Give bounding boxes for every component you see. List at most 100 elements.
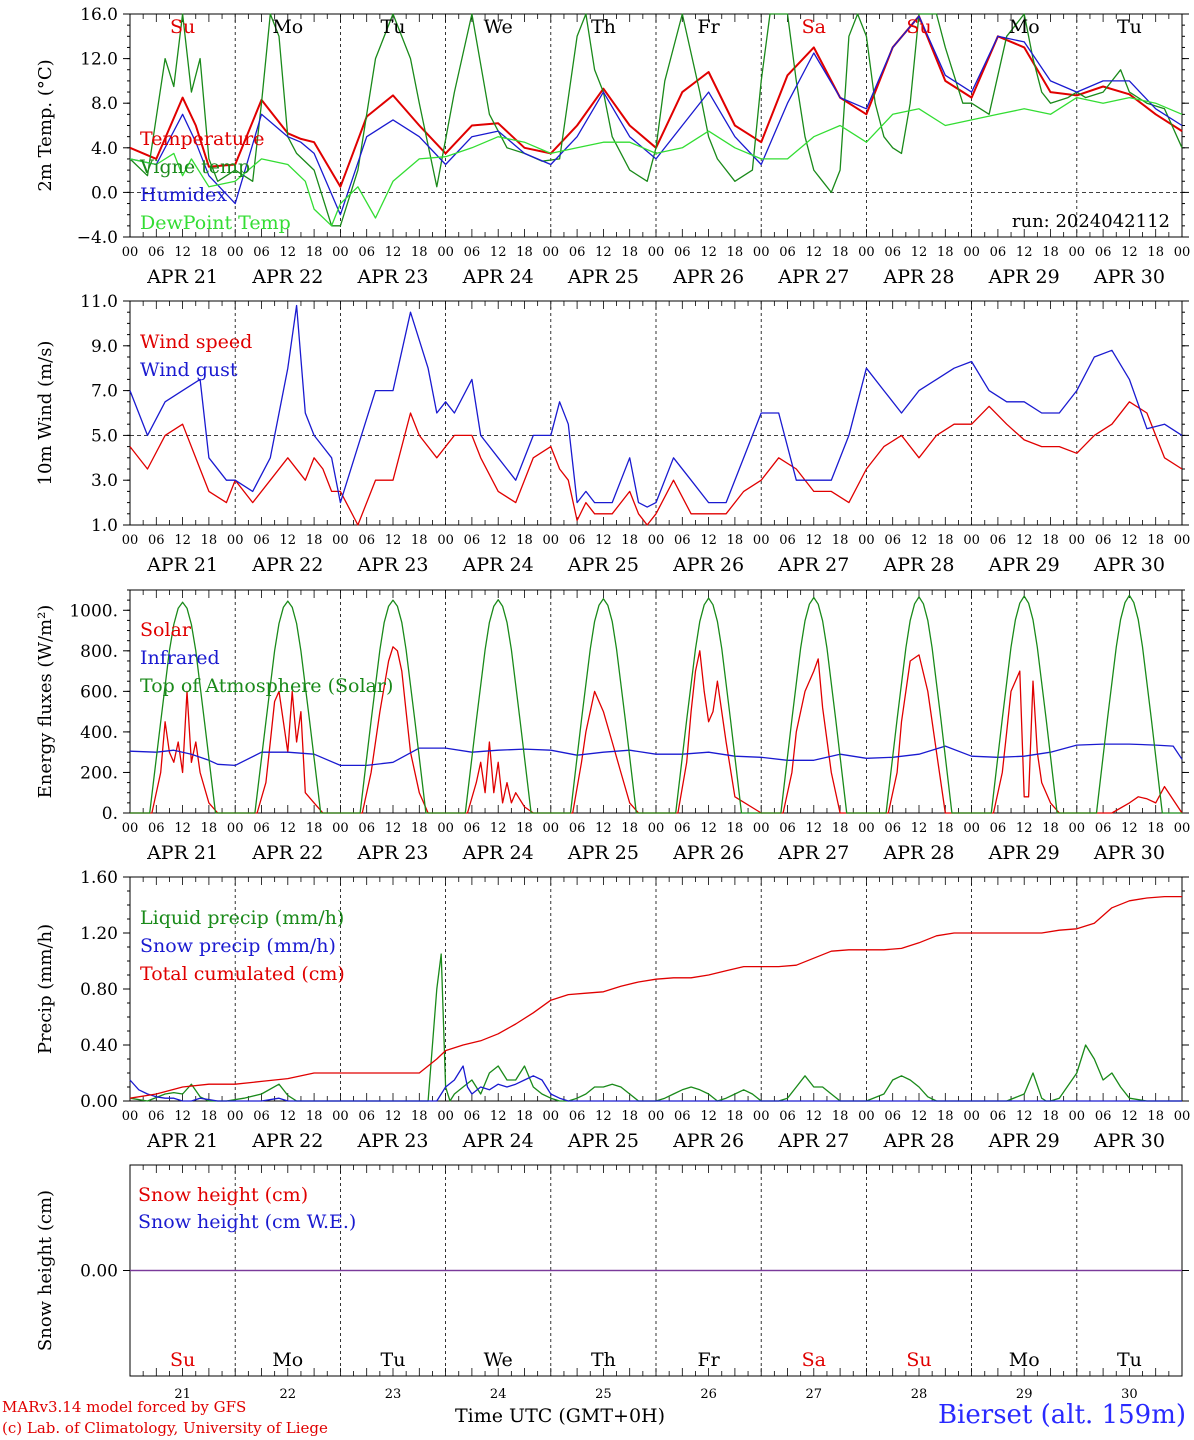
x-hour-label: 00 <box>753 533 770 548</box>
weekday-label: We <box>484 16 513 38</box>
x-hour-label: 12 <box>911 533 928 548</box>
weekday-label-bottom: Su <box>170 1349 195 1371</box>
x-hour-label: 18 <box>937 245 954 260</box>
y-tick-label: 600. <box>80 682 118 702</box>
x-hour-label: 00 <box>858 533 875 548</box>
x-hour-label: 18 <box>306 533 323 548</box>
x-date-label: APR 23 <box>356 554 428 576</box>
x-date-label: APR 27 <box>777 1130 849 1152</box>
x-hour-label: 00 <box>437 245 454 260</box>
x-hour-label: 06 <box>148 1109 165 1124</box>
x-hour-label: 00 <box>437 533 454 548</box>
x-hour-label: 00 <box>1069 533 1086 548</box>
x-hour-label: 12 <box>911 821 928 836</box>
y-axis-label: Snow height (cm) <box>35 1190 56 1351</box>
series-line <box>129 96 1183 227</box>
x-hour-label: 18 <box>937 1109 954 1124</box>
x-hour-label: 12 <box>806 1109 823 1124</box>
y-tick-label: 0.0 <box>91 183 118 203</box>
y-axis-label: 10m Wind (m/s) <box>35 341 56 486</box>
x-hour-label: 12 <box>280 1109 297 1124</box>
weekday-label-bottom: Sa <box>802 1349 826 1371</box>
x-hour-label: 00 <box>227 821 244 836</box>
x-hour-label: 18 <box>306 821 323 836</box>
x-hour-label: 06 <box>779 821 796 836</box>
panel-3: 1000. 800. 600. 400. 200. 0. Energy fluxes (W/… <box>35 589 1190 864</box>
legend-entry: Vigne temp <box>139 156 250 178</box>
x-hour-label: 12 <box>385 1109 402 1124</box>
x-hour-label: 00 <box>122 1109 139 1124</box>
x-hour-label: 18 <box>411 533 428 548</box>
x-hour-label: 06 <box>569 245 586 260</box>
x-date-label: APR 25 <box>567 266 639 288</box>
weekday-label-bottom: Tu <box>1117 1349 1142 1371</box>
y-tick-label: 7.0 <box>91 382 118 402</box>
weekday-label: Fr <box>697 16 720 38</box>
x-hour-label: 06 <box>990 245 1007 260</box>
y-tick-label: 12.0 <box>80 50 118 70</box>
x-hour-label: 18 <box>832 245 849 260</box>
x-hour-label: 06 <box>148 821 165 836</box>
x-hour-label: 06 <box>779 533 796 548</box>
x-date-label: APR 25 <box>567 554 639 576</box>
x-hour-label: 00 <box>1174 1109 1191 1124</box>
x-date-label: APR 24 <box>462 1130 534 1152</box>
x-hour-label: 06 <box>1095 533 1112 548</box>
weekday-label: Th <box>591 16 616 38</box>
x-hour-label: 06 <box>148 245 165 260</box>
y-axis-label: Precip (mm/h) <box>35 924 56 1054</box>
x-hour-label: 18 <box>516 533 533 548</box>
x-date-label: APR 28 <box>882 266 954 288</box>
x-date-label: APR 23 <box>356 266 428 288</box>
x-hour-label: 06 <box>1095 245 1112 260</box>
x-hour-label: 18 <box>201 1109 218 1124</box>
x-date-label: APR 29 <box>988 266 1060 288</box>
x-hour-label: 12 <box>174 1109 191 1124</box>
x-hour-label: 12 <box>1016 821 1033 836</box>
x-hour-label: 06 <box>1095 1109 1112 1124</box>
x-hour-label: 00 <box>332 1109 349 1124</box>
x-date-label: APR 24 <box>462 266 534 288</box>
series-line <box>129 304 1183 508</box>
x-hour-label: 06 <box>884 1109 901 1124</box>
y-tick-label: 0.80 <box>80 980 118 1000</box>
x-date-label: APR 29 <box>988 1130 1060 1152</box>
x-hour-label: 00 <box>963 1109 980 1124</box>
x-hour-label: 12 <box>595 245 612 260</box>
series-line <box>129 1065 1182 1102</box>
day-number-label: 24 <box>490 1387 507 1402</box>
x-date-label: APR 30 <box>1093 266 1165 288</box>
panel-frame <box>129 300 1183 526</box>
legend-entry: DewPoint Temp <box>140 212 291 234</box>
x-hour-label: 18 <box>832 821 849 836</box>
run-label: run: 2024042112 <box>1012 211 1170 232</box>
x-date-label: APR 24 <box>462 842 534 864</box>
x-hour-label: 12 <box>280 821 297 836</box>
x-hour-label: 00 <box>648 821 665 836</box>
x-hour-label: 00 <box>437 1109 454 1124</box>
weekday-label: Tu <box>381 16 406 38</box>
y-tick-label: 0.00 <box>80 1262 118 1282</box>
x-hour-label: 00 <box>227 1109 244 1124</box>
x-hour-label: 18 <box>832 1109 849 1124</box>
x-hour-label: 18 <box>621 1109 638 1124</box>
legend-entry: Snow precip (mm/h) <box>140 935 336 957</box>
weekday-label-bottom: Tu <box>381 1349 406 1371</box>
legend-entry: Infrared <box>140 647 220 669</box>
x-hour-label: 12 <box>700 245 717 260</box>
x-hour-label: 18 <box>306 245 323 260</box>
x-hour-label: 06 <box>884 245 901 260</box>
x-hour-label: 00 <box>753 821 770 836</box>
x-hour-label: 06 <box>990 1109 1007 1124</box>
x-date-label: APR 27 <box>777 842 849 864</box>
y-tick-label: 800. <box>80 642 118 662</box>
x-hour-label: 12 <box>174 533 191 548</box>
x-date-label: APR 25 <box>567 1130 639 1152</box>
x-hour-label: 06 <box>569 1109 586 1124</box>
x-hour-label: 18 <box>621 245 638 260</box>
x-hour-label: 18 <box>1042 245 1059 260</box>
x-hour-label: 00 <box>648 533 665 548</box>
x-hour-label: 12 <box>1016 533 1033 548</box>
x-hour-label: 12 <box>174 245 191 260</box>
